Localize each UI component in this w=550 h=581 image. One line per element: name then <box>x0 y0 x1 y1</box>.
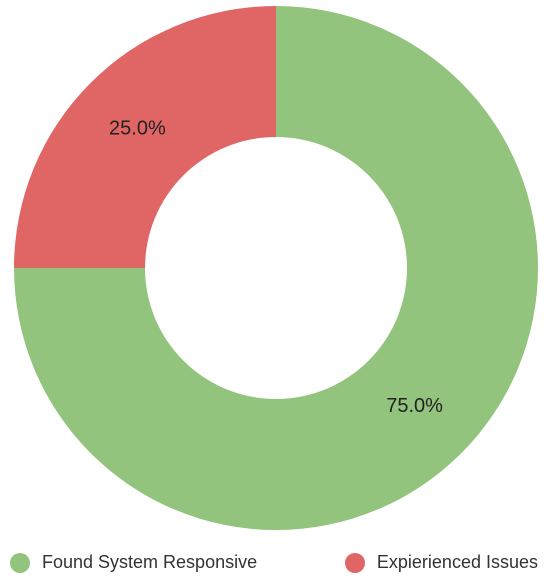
value-label: 75.0% <box>386 395 443 417</box>
legend-swatch <box>10 552 30 573</box>
legend-label: Expierienced Issues <box>376 552 538 572</box>
value-label: 25.0% <box>109 118 166 140</box>
donut-segment <box>14 6 276 268</box>
donut-segment <box>14 6 538 530</box>
legend-label: Found System Responsive <box>42 552 258 572</box>
chart: 75.0% 25.0% <box>14 6 538 530</box>
legend-item: Found System Responsive <box>10 552 257 573</box>
legend-item: Expierienced Issues <box>344 552 538 573</box>
legend-swatch <box>344 552 365 573</box>
legend: Found System Responsive Expierienced Issu… <box>0 544 550 581</box>
